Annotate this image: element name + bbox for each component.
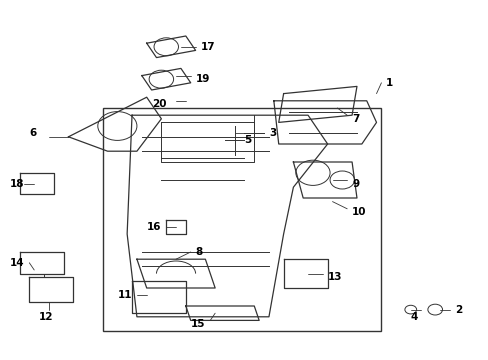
Text: 3: 3	[268, 128, 276, 138]
Text: 15: 15	[190, 319, 205, 329]
Text: 9: 9	[351, 179, 359, 189]
Text: 11: 11	[117, 290, 132, 300]
Text: 6: 6	[29, 128, 37, 138]
Text: 7: 7	[351, 114, 359, 124]
Text: 18: 18	[10, 179, 24, 189]
Text: 1: 1	[386, 78, 393, 88]
Text: 13: 13	[327, 272, 342, 282]
Text: 12: 12	[39, 312, 54, 322]
Text: 20: 20	[151, 99, 166, 109]
Text: 5: 5	[244, 135, 251, 145]
Text: 17: 17	[200, 42, 215, 52]
Text: 2: 2	[454, 305, 461, 315]
Text: 19: 19	[195, 74, 209, 84]
Text: 10: 10	[351, 207, 366, 217]
Text: 16: 16	[146, 222, 161, 232]
Text: 8: 8	[195, 247, 203, 257]
Text: 4: 4	[410, 312, 417, 322]
Text: 14: 14	[10, 258, 24, 268]
